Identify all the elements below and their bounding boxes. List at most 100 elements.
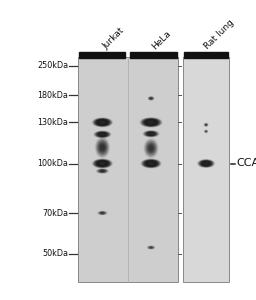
Ellipse shape	[101, 122, 104, 123]
Ellipse shape	[141, 118, 161, 127]
Ellipse shape	[147, 132, 155, 135]
Ellipse shape	[99, 212, 106, 214]
Ellipse shape	[99, 170, 106, 172]
Ellipse shape	[100, 121, 105, 124]
Text: HeLa: HeLa	[150, 28, 172, 51]
Ellipse shape	[95, 119, 110, 126]
Text: 50kDa: 50kDa	[42, 249, 68, 258]
Ellipse shape	[203, 162, 209, 165]
Ellipse shape	[96, 138, 109, 157]
Ellipse shape	[92, 118, 112, 127]
Ellipse shape	[100, 212, 105, 214]
Ellipse shape	[140, 118, 162, 127]
Ellipse shape	[200, 161, 212, 166]
Ellipse shape	[150, 247, 152, 248]
Ellipse shape	[98, 141, 106, 154]
Ellipse shape	[99, 143, 105, 152]
Ellipse shape	[97, 140, 108, 155]
Ellipse shape	[100, 170, 104, 172]
Ellipse shape	[94, 131, 111, 138]
Ellipse shape	[141, 159, 161, 168]
Text: 130kDa: 130kDa	[37, 118, 68, 127]
Ellipse shape	[205, 124, 207, 126]
Ellipse shape	[150, 133, 152, 134]
Ellipse shape	[149, 97, 153, 100]
Ellipse shape	[151, 98, 152, 99]
Ellipse shape	[98, 169, 107, 173]
Bar	[78, 57, 178, 282]
Ellipse shape	[98, 121, 106, 124]
Ellipse shape	[206, 131, 207, 132]
Ellipse shape	[97, 120, 108, 125]
Ellipse shape	[146, 132, 156, 136]
Ellipse shape	[94, 119, 111, 126]
Ellipse shape	[143, 119, 159, 126]
Ellipse shape	[95, 132, 110, 137]
Ellipse shape	[148, 162, 154, 165]
Ellipse shape	[94, 160, 111, 167]
Ellipse shape	[93, 159, 112, 168]
Ellipse shape	[148, 162, 154, 165]
Ellipse shape	[142, 159, 160, 168]
Ellipse shape	[97, 161, 108, 166]
Ellipse shape	[101, 170, 104, 172]
Ellipse shape	[99, 162, 106, 165]
Ellipse shape	[145, 161, 157, 166]
Ellipse shape	[92, 159, 112, 168]
Text: Jurkat: Jurkat	[101, 26, 126, 51]
Ellipse shape	[150, 163, 153, 164]
Ellipse shape	[205, 131, 207, 132]
Ellipse shape	[205, 124, 207, 126]
Ellipse shape	[99, 212, 106, 214]
Ellipse shape	[145, 140, 157, 157]
Ellipse shape	[200, 160, 212, 166]
Ellipse shape	[149, 97, 153, 100]
Ellipse shape	[98, 212, 106, 214]
Ellipse shape	[100, 162, 105, 165]
Ellipse shape	[146, 161, 156, 166]
Ellipse shape	[96, 132, 109, 137]
Ellipse shape	[148, 133, 154, 135]
Bar	[130, 52, 177, 58]
Ellipse shape	[97, 132, 108, 137]
Ellipse shape	[101, 163, 104, 164]
Ellipse shape	[150, 98, 153, 99]
Ellipse shape	[150, 98, 152, 99]
Ellipse shape	[97, 169, 108, 173]
Ellipse shape	[97, 161, 108, 166]
Ellipse shape	[101, 134, 104, 135]
Ellipse shape	[150, 98, 152, 99]
Ellipse shape	[146, 120, 156, 125]
Ellipse shape	[148, 133, 154, 135]
Ellipse shape	[147, 121, 155, 124]
Ellipse shape	[99, 133, 106, 136]
Ellipse shape	[199, 160, 213, 167]
Ellipse shape	[202, 162, 210, 165]
Ellipse shape	[144, 131, 158, 136]
Ellipse shape	[201, 161, 211, 166]
Ellipse shape	[145, 131, 157, 136]
Ellipse shape	[150, 98, 152, 99]
Ellipse shape	[149, 122, 153, 123]
Ellipse shape	[149, 247, 153, 248]
Ellipse shape	[98, 162, 106, 165]
Ellipse shape	[98, 133, 107, 136]
Ellipse shape	[142, 118, 160, 126]
Ellipse shape	[99, 170, 105, 172]
Ellipse shape	[149, 145, 153, 152]
Ellipse shape	[100, 170, 105, 172]
Ellipse shape	[150, 147, 152, 150]
Ellipse shape	[101, 146, 104, 149]
Ellipse shape	[93, 118, 112, 127]
Ellipse shape	[96, 160, 109, 166]
Ellipse shape	[100, 133, 105, 136]
Ellipse shape	[205, 124, 207, 126]
Ellipse shape	[198, 160, 214, 167]
Ellipse shape	[98, 140, 107, 154]
Ellipse shape	[101, 212, 104, 214]
Ellipse shape	[204, 163, 208, 164]
Ellipse shape	[146, 141, 156, 156]
Ellipse shape	[145, 120, 157, 125]
Ellipse shape	[144, 160, 158, 167]
Bar	[79, 52, 125, 58]
